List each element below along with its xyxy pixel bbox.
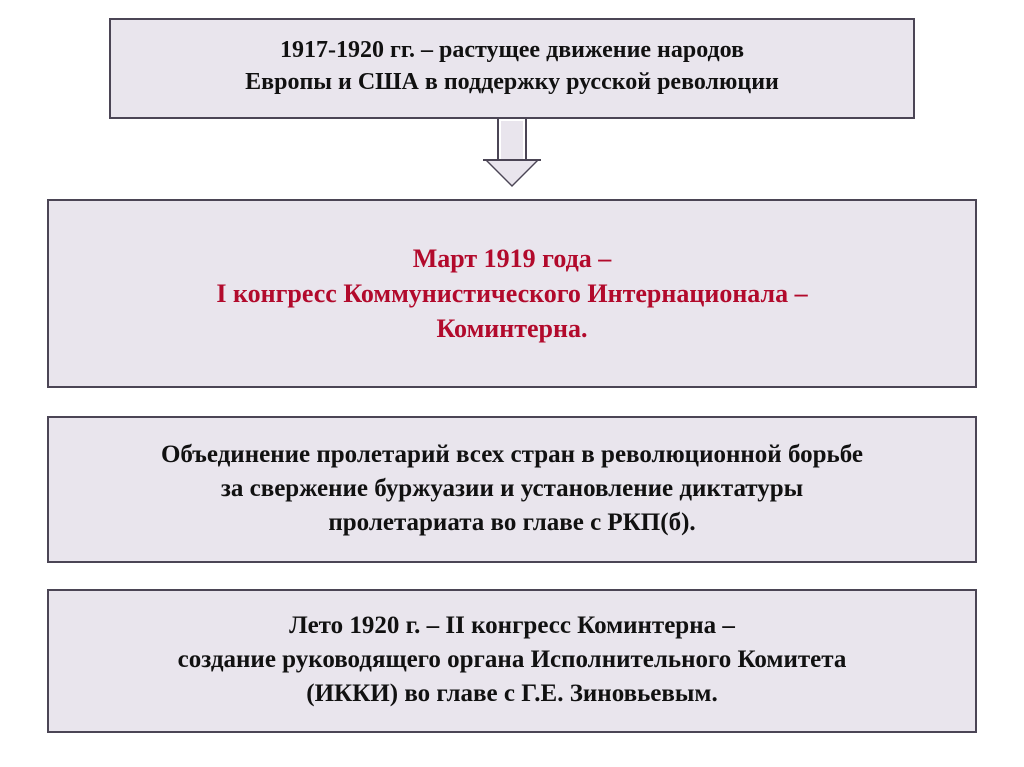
arrow-down — [46, 119, 978, 189]
box4-line3: (ИККИ) во главе с Г.Е. Зиновьевым. — [67, 677, 957, 711]
arrow-down-icon — [484, 119, 540, 189]
box-unification: Объединение пролетарий всех стран в рево… — [47, 416, 977, 563]
box3-line3: пролетариата во главе с РКП(б). — [67, 506, 957, 540]
box-summer-1920: Лето 1920 г. – II конгресс Коминтерна – … — [47, 589, 977, 732]
box4-line1: Лето 1920 г. – II конгресс Коминтерна – — [67, 609, 957, 643]
box-march-1919: Март 1919 года – I конгресс Коммунистиче… — [47, 199, 977, 388]
box3-line1: Объединение пролетарий всех стран в рево… — [67, 438, 957, 472]
box2-line3: Коминтерна. — [73, 311, 951, 346]
box3-line2: за свержение буржуазии и установление ди… — [67, 472, 957, 506]
box1-line2: Европы и США в поддержку русской революц… — [131, 66, 893, 98]
box4-line2: создание руководящего органа Исполнитель… — [67, 643, 957, 677]
box1-line1: 1917-1920 гг. – растущее движение народо… — [131, 34, 893, 66]
box-1917-1920: 1917-1920 гг. – растущее движение народо… — [109, 18, 915, 119]
box2-line2: I конгресс Коммунистического Интернацион… — [73, 276, 951, 311]
box2-line1: Март 1919 года – — [73, 241, 951, 276]
